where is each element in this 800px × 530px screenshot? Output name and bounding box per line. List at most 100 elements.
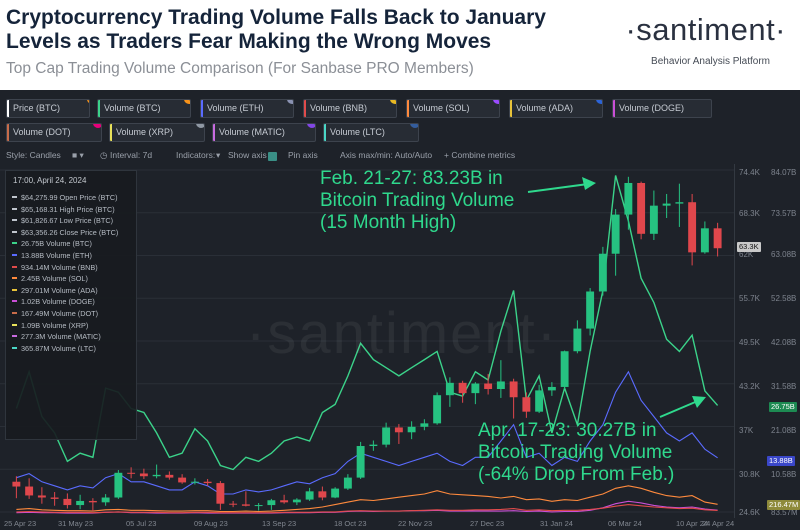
annotation-peak: Feb. 21-27: 83.23B in Bitcoin Trading Vo… [320,168,514,234]
candle-body [662,203,671,206]
candle-body [586,291,595,329]
series-line-volumeeth [16,370,718,495]
legend-chip-price-btc[interactable]: Price (BTC) [6,99,90,118]
indicators-selector[interactable]: Indicators: [176,150,216,160]
candle-body [369,444,378,447]
candle-body [331,488,340,498]
dot-coin-icon [93,124,101,128]
annotation-peak-line-3: (15 Month High) [320,212,457,233]
volume-tick: 21.08B [771,426,797,435]
btc-volume-current-tag: 26.75B [769,402,797,412]
info-row-swatch [12,323,17,326]
page-subtitle: Top Cap Trading Volume Comparison (For S… [6,60,474,77]
legend-label: Volume (DOT) [13,127,71,137]
candle-body [560,351,569,387]
legend-color-bar [110,124,112,141]
candle-body [241,504,250,506]
legend-color-bar [213,124,215,141]
candle-body [420,423,429,427]
price-tick: 74.4K [739,168,760,177]
axis-minmax-selector[interactable]: Axis max/min: Auto/Auto [340,150,433,160]
candle-body [37,495,46,498]
pin-axis-toggle[interactable]: Pin axis [288,150,318,160]
candle-body [267,500,276,506]
price-current-tag: 63.3K [737,242,761,252]
candle-body [445,382,454,396]
price-tick: 55.7K [739,294,760,303]
bnb-coin-icon [390,100,396,104]
volume-tick: 31.58B [771,382,797,391]
legend-label: Volume (SOL) [413,103,470,113]
santiment-logo: ·santiment· [625,12,786,47]
info-row: $64,275.99 Open Price (BTC) [12,193,118,202]
info-row-text: 26.75B Volume (BTC) [21,239,92,249]
legend-chip-volume-matic[interactable]: Volume (MATIC) [212,123,316,142]
volume-tick: 84.07B [771,168,797,177]
candle-body [63,498,72,506]
x-axis: 25 Apr 23 31 May 23 05 Jul 23 09 Aug 23 13 S… [0,518,800,530]
right-axes: 74.4K 68.3K 62K 55.7K 49.5K 43.2K 37K 30… [734,164,800,518]
price-tick: 37K [739,426,754,435]
candle-body [535,390,544,412]
info-row: 26.75B Volume (BTC) [12,239,92,248]
candle-body [50,497,59,499]
eth-coin-icon [287,100,293,104]
x-tick-label: 27 Dec 23 [470,519,505,528]
legend-chip-volume-ada[interactable]: Volume (ADA) [509,99,603,118]
x-tick-label: 25 Apr 23 [4,519,37,528]
candle-body [433,395,442,424]
info-row-text: 934.14M Volume (BNB) [21,262,98,272]
page-title: Cryptocurrency Trading Volume Falls Back… [6,6,546,53]
candle-body [101,497,110,503]
legend-chip-volume-dot[interactable]: Volume (DOT) [6,123,102,142]
volume-tick: 83.57M [771,508,798,517]
info-row: 1.09B Volume (XRP) [12,321,88,330]
combine-metrics-button[interactable]: + Combine metrics [444,150,516,160]
logo-tagline: Behavior Analysis Platform [651,56,770,67]
candle-body [203,481,212,484]
square-icon[interactable]: ■ ▾ [72,150,84,160]
price-tick: 68.3K [739,209,760,218]
candle-body [127,472,136,474]
info-row: $63,356.26 Close Price (BTC) [12,228,118,237]
candle-body [547,386,556,391]
info-row-text: 365.87M Volume (LTC) [21,343,96,353]
info-row-swatch [12,265,17,268]
legend-color-bar [7,124,9,141]
x-tick-label: 24 Apr 24 [702,519,735,528]
candle-body [178,477,187,483]
info-row-swatch [12,300,17,303]
interval-selector[interactable]: Interval: 7d [110,150,153,160]
x-tick-label: 18 Oct 23 [334,519,367,528]
arrow-line-peak [527,183,589,193]
legend-chip-volume-doge[interactable]: Volume (DOGE) [612,99,712,118]
legend-chip-volume-ltc[interactable]: Volume (LTC) [323,123,419,142]
legend-chip-volume-xrp[interactable]: Volume (XRP) [109,123,205,142]
candle-body [343,477,352,489]
legend-label: Volume (MATIC) [219,127,285,137]
btc-coin-icon [87,100,89,104]
info-row-text: $63,356.26 Close Price (BTC) [21,227,119,237]
legend-chip-volume-sol[interactable]: Volume (SOL) [406,99,500,118]
candle-body [407,426,416,433]
ada-coin-icon [596,100,602,104]
legend-label: Volume (DOGE) [619,103,685,113]
candle-body [318,491,327,498]
info-row-text: 13.88B Volume (ETH) [21,251,92,260]
volume-tick: 73.57B [771,209,797,218]
legend-chip-volume-eth[interactable]: Volume (ETH) [200,99,294,118]
legend-chip-volume-bnb[interactable]: Volume (BNB) [303,99,397,118]
candle-body [649,205,658,234]
header: Cryptocurrency Trading Volume Falls Back… [0,0,800,90]
candle-body [229,503,238,505]
watermark: ·santiment· [246,301,559,366]
info-row-text: 1.02B Volume (DOGE) [21,297,95,307]
style-selector[interactable]: Style: Candles [6,150,61,160]
legend-chip-volume-btc[interactable]: Volume (BTC) [97,99,191,118]
candle-body [382,427,391,445]
annotation-current-line-2: Bitcoin Trading Volume [478,442,673,463]
info-row-text: $64,275.99 Open Price (BTC) [21,193,118,202]
show-axis-toggle[interactable]: Show axis [228,150,267,160]
btc-coin-icon [184,100,190,104]
